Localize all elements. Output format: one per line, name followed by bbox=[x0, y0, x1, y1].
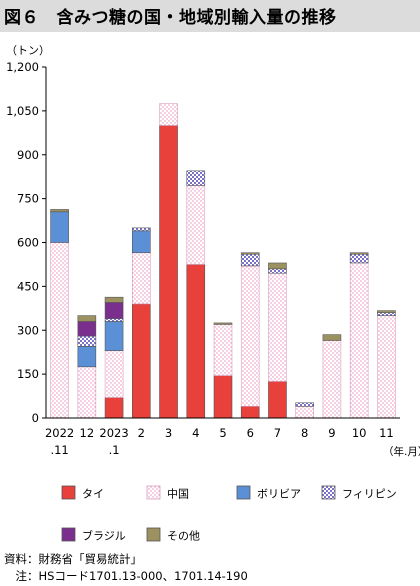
legend-swatch bbox=[146, 527, 161, 542]
bar-segment bbox=[132, 230, 151, 254]
y-tick-label: 150 bbox=[17, 367, 39, 381]
y-tick-label: 750 bbox=[17, 192, 39, 206]
bar-segment bbox=[322, 340, 342, 419]
bar-segment bbox=[240, 265, 260, 407]
legend-label: その他 bbox=[167, 530, 200, 543]
bar-segment bbox=[77, 335, 97, 347]
bar-segment bbox=[240, 405, 260, 419]
bar-segment bbox=[349, 262, 369, 419]
y-tick-label: 1,050 bbox=[6, 104, 39, 118]
y-tick-label: 0 bbox=[32, 411, 39, 425]
bar-segment bbox=[132, 303, 151, 419]
bar-segment bbox=[132, 252, 151, 305]
bar-segment bbox=[159, 103, 178, 126]
source-note: 資料：財務省「貿易統計」 bbox=[4, 552, 142, 566]
bar-segment bbox=[77, 315, 97, 322]
x-tick-label: 2022 bbox=[45, 426, 74, 440]
x-axis-unit: （年.月） bbox=[383, 445, 420, 458]
x-tick-label: 3 bbox=[165, 426, 172, 440]
bar-segment bbox=[377, 312, 396, 316]
bar-segment bbox=[322, 334, 342, 341]
y-tick-label: 1,200 bbox=[6, 60, 39, 74]
bar-segment bbox=[186, 170, 206, 186]
y-tick-label: 300 bbox=[17, 323, 39, 337]
x-tick-label: 10 bbox=[352, 426, 367, 440]
bar-segment bbox=[50, 211, 69, 243]
x-tick-sublabel: .1 bbox=[109, 443, 120, 457]
bar-segment bbox=[377, 310, 396, 313]
x-tick-sublabel: .11 bbox=[50, 443, 68, 457]
chart-area: （トン）01503004506007509001,0501,2002022.11… bbox=[6, 44, 420, 543]
bar-segment bbox=[77, 346, 97, 368]
bar-segment bbox=[104, 296, 124, 303]
x-tick-label: 7 bbox=[274, 426, 281, 440]
bar-segment bbox=[240, 253, 260, 267]
bar-segment bbox=[159, 125, 178, 419]
bar-segment bbox=[104, 321, 124, 352]
x-tick-label: 4 bbox=[192, 426, 199, 440]
bar-segment bbox=[268, 268, 287, 274]
bar-segment bbox=[349, 253, 369, 264]
x-tick-label: 6 bbox=[247, 426, 254, 440]
bar-segment bbox=[132, 227, 151, 232]
x-tick-label: 9 bbox=[328, 426, 335, 440]
bar-segment bbox=[213, 375, 233, 419]
title-band: 図６ 含みつ糖の国・地域別輸入量の推移 bbox=[0, 0, 420, 32]
y-tick-label: 900 bbox=[17, 148, 39, 162]
bar-segment bbox=[186, 185, 206, 265]
bar-segment bbox=[268, 272, 287, 382]
footnote: 注：HSコード1701.13-000、1701.14-190 bbox=[4, 569, 248, 583]
bar-segment bbox=[77, 321, 97, 337]
legend-swatch bbox=[321, 485, 336, 500]
legend-swatch bbox=[61, 527, 76, 542]
chart-title: 図６ 含みつ糖の国・地域別輸入量の推移 bbox=[4, 8, 337, 28]
x-tick-label: 8 bbox=[301, 426, 308, 440]
x-tick-label: 2023 bbox=[99, 426, 128, 440]
x-tick-label: 2 bbox=[138, 426, 145, 440]
bar-segment bbox=[104, 350, 124, 398]
bar-segment bbox=[240, 252, 260, 255]
bar-segment bbox=[213, 322, 233, 325]
bar-segment bbox=[104, 397, 124, 419]
bar-segment bbox=[295, 405, 314, 419]
y-tick-label: 450 bbox=[17, 279, 39, 293]
legend-label: ボリビア bbox=[257, 488, 301, 501]
bar-segment bbox=[50, 209, 69, 213]
x-tick-label: 12 bbox=[80, 426, 95, 440]
bar-segment bbox=[349, 252, 369, 255]
legend-swatch bbox=[236, 485, 251, 500]
x-tick-label: 11 bbox=[379, 426, 394, 440]
bar-segment bbox=[104, 318, 124, 322]
bar-segment bbox=[268, 381, 287, 419]
bar-segment bbox=[213, 324, 233, 376]
legend-swatch bbox=[61, 485, 76, 500]
bar-segment bbox=[77, 366, 97, 419]
bar-segment bbox=[50, 242, 69, 419]
y-tick-label: 600 bbox=[17, 236, 39, 250]
bar-segment bbox=[104, 302, 124, 319]
legend-label: フィリピン bbox=[342, 488, 397, 501]
legend-label: ブラジル bbox=[82, 529, 126, 543]
bar-segment bbox=[377, 315, 396, 419]
x-tick-label: 5 bbox=[219, 426, 226, 440]
y-axis-unit: （トン） bbox=[6, 44, 50, 57]
bar-segment bbox=[268, 262, 287, 270]
bar-segment bbox=[186, 264, 206, 419]
bar-segment bbox=[295, 402, 314, 407]
legend-swatch bbox=[146, 485, 161, 500]
plot-area: （トン）01503004506007509001,0501,2002022.11… bbox=[6, 44, 420, 458]
legend-label: タイ bbox=[82, 488, 104, 501]
legend-label: 中国 bbox=[167, 488, 189, 501]
